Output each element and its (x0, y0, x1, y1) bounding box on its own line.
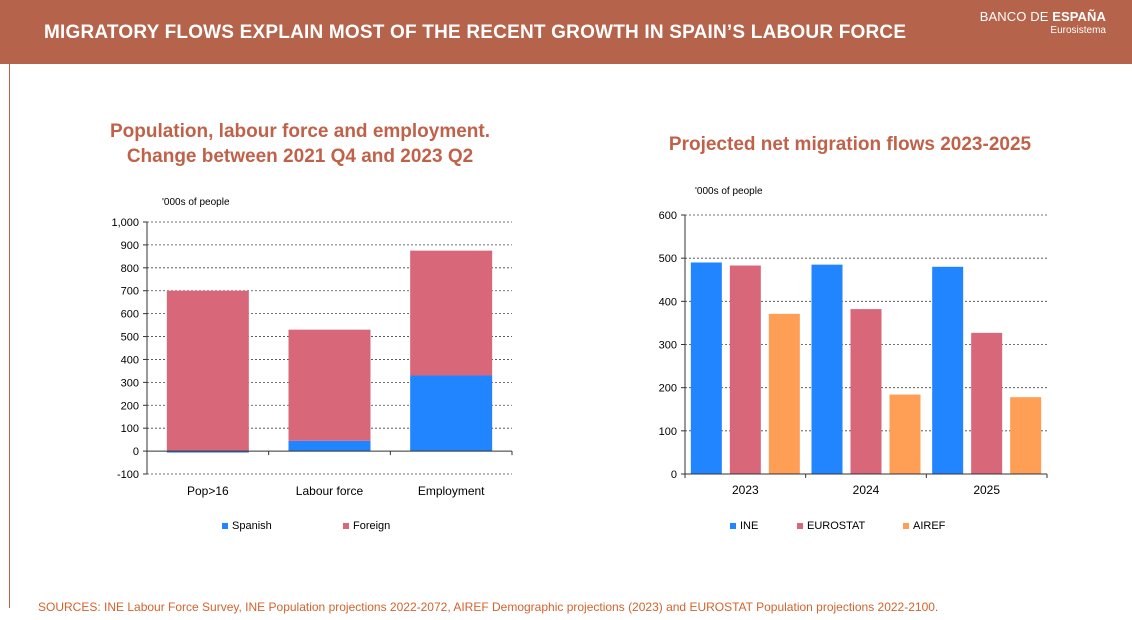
bar-spanish-employment (410, 375, 493, 452)
left-chart-ytick-label: -100 (117, 469, 139, 481)
bar-ine-2025 (932, 266, 964, 474)
brand-name: BANCO DE ESPAÑA (980, 9, 1106, 24)
brand-subtitle: Eurosistema (1050, 25, 1106, 36)
left-chart-unit-label: '000s of people (162, 197, 230, 208)
bar-spanish-pop-16 (166, 451, 249, 453)
left-chart-ytick-label: 800 (121, 263, 139, 275)
page-title: MIGRATORY FLOWS EXPLAIN MOST OF THE RECE… (44, 22, 907, 43)
left-chart-ytick-label: 200 (121, 400, 139, 412)
legend-item-foreign: Foreign (343, 520, 390, 532)
bar-eurostat-2025 (971, 332, 1003, 474)
legend-label-eurostat: EUROSTAT (807, 520, 866, 532)
right-chart-xtick-label: 2025 (973, 483, 1000, 497)
bar-eurostat-2023 (729, 265, 761, 474)
left-chart-title-line1: Population, labour force and employment. (109, 121, 491, 142)
right-chart-legend: INE EUROSTAT AIREF (580, 520, 1060, 536)
right-chart-ytick-label: 100 (659, 426, 677, 438)
left-chart-ytick-label: 0 (133, 446, 139, 458)
legend-label-ine: INE (740, 520, 759, 532)
left-chart-title-line2: Change between 2021 Q4 and 2023 Q2 (126, 146, 474, 167)
legend-swatch-eurostat (797, 523, 803, 529)
left-chart-ytick-label: 900 (121, 240, 139, 252)
right-chart-ytick-label: 400 (659, 296, 677, 308)
right-chart-unit-label: '000s of people (695, 186, 763, 197)
left-chart-ytick-label: 600 (121, 309, 139, 321)
bar-airef-2025 (1010, 397, 1042, 474)
left-chart-ytick-label: 500 (121, 332, 139, 344)
right-chart-title: Projected net migration flows 2023-2025 (668, 134, 1032, 155)
bar-airef-2023 (768, 313, 800, 474)
bar-spanish-labour-force (288, 440, 371, 452)
legend-swatch-foreign (343, 523, 349, 529)
brand-name-bold: ESPAÑA (1052, 9, 1106, 24)
legend-swatch-ine (730, 523, 736, 529)
right-chart-ytick-label: 300 (659, 340, 677, 352)
bar-foreign-labour-force (288, 329, 371, 441)
right-chart-ytick-label: 500 (659, 253, 677, 265)
left-chart-title: Population, labour force and employment.… (40, 119, 560, 169)
legend-swatch-airef (903, 523, 909, 529)
header-bar: MIGRATORY FLOWS EXPLAIN MOST OF THE RECE… (0, 0, 1132, 64)
legend-item-spanish: Spanish (222, 520, 272, 532)
right-chart-ytick-label: 600 (659, 210, 677, 222)
left-chart-ytick-label: 1,000 (111, 217, 139, 229)
left-chart-xtick-label: Employment (418, 484, 485, 498)
legend-label-spanish: Spanish (232, 520, 272, 532)
right-chart-ytick-label: 200 (659, 383, 677, 395)
bar-ine-2024 (811, 264, 843, 474)
bar-foreign-pop-16 (166, 290, 249, 452)
legend-item-eurostat: EUROSTAT (797, 520, 865, 532)
right-chart-ytick-label: 0 (671, 469, 677, 481)
left-chart-ytick-label: 100 (121, 423, 139, 435)
brand-logo: BANCO DE ESPAÑA Eurosistema (980, 9, 1106, 36)
left-chart-plot: -100 0 100 200 300 400 500 600 700 800 900 1,000 Pop… (111, 217, 513, 498)
left-chart-ytick-label: 700 (121, 286, 139, 298)
legend-label-foreign: Foreign (353, 520, 391, 532)
bar-foreign-employment (410, 250, 493, 376)
bar-eurostat-2024 (850, 309, 882, 474)
legend-label-airef: AIREF (913, 520, 946, 532)
right-chart-xtick-label: 2024 (853, 483, 880, 497)
left-chart-ytick-label: 300 (121, 377, 139, 389)
bar-ine-2023 (690, 262, 722, 474)
legend-item-airef: AIREF (903, 520, 945, 532)
right-chart-xtick-label: 2023 (732, 483, 759, 497)
left-chart-xtick-label: Pop>16 (187, 484, 229, 498)
bar-airef-2024 (889, 394, 921, 474)
legend-item-ine: INE (730, 520, 758, 532)
brand-name-regular: BANCO DE (979, 9, 1053, 24)
sources-note: SOURCES: INE Labour Force Survey, INE Po… (38, 600, 939, 614)
left-chart-ytick-label: 400 (121, 354, 139, 366)
left-chart-xtick-label: Labour force (296, 484, 364, 498)
left-chart-legend: Spanish Foreign (0, 520, 560, 536)
legend-swatch-spanish (222, 523, 228, 529)
left-border-line (9, 64, 10, 608)
right-chart-plot: 0 100 200 300 400 500 600 2023 2024 2025 (659, 210, 1048, 497)
